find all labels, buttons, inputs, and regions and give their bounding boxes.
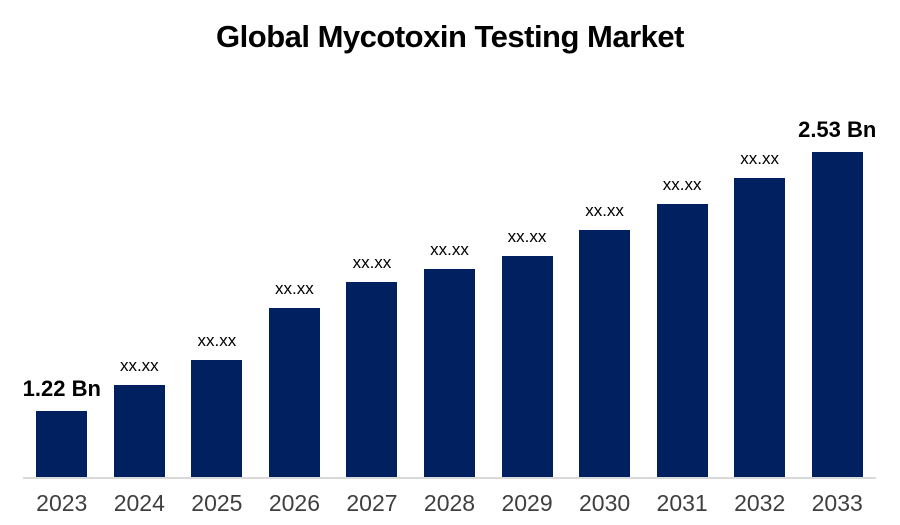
x-axis-label-2028: 2028 [423,490,476,516]
bar-2028 [424,269,475,477]
bar-2025 [191,360,243,477]
x-axis-label-2030: 2030 [578,490,631,516]
bar-2027 [346,282,398,477]
bar-value-label-2031: xx.xx [662,175,702,194]
x-axis-label-2029: 2029 [501,490,553,516]
bar-value-label-2027: xx.xx [352,253,392,272]
bar-2031 [656,204,708,477]
bar-value-label-2024: xx.xx [119,356,159,375]
bar-2033 [811,152,863,477]
x-axis-label-2027: 2027 [346,490,398,516]
bar-value-label-2030: xx.xx [585,201,624,220]
bar-2026 [268,308,320,477]
bar-2023 [36,411,88,477]
x-axis-label-2033: 2033 [811,490,863,516]
bar-value-label-2028: xx.xx [430,240,469,259]
x-axis-label-2023: 2023 [36,490,88,516]
x-axis-label-2025: 2025 [191,490,243,516]
bar-2032 [734,178,786,477]
x-axis-label-2026: 2026 [268,490,320,516]
bar-value-label-2032: xx.xx [740,149,780,168]
chart-title: Global Mycotoxin Testing Market [216,19,684,54]
bar-value-label-2023: 1.22 Bn [22,376,101,401]
bar-value-label-2026: xx.xx [275,279,314,298]
bar-2024 [113,385,165,477]
bar-value-label-2029: xx.xx [507,227,547,246]
bar-value-label-2033: 2.53 Bn [798,117,877,142]
x-axis-label-2031: 2031 [656,490,708,516]
bar-2029 [501,256,553,477]
bar-value-label-2025: xx.xx [197,331,237,350]
bar-2030 [579,230,631,477]
x-axis-label-2024: 2024 [113,490,165,516]
x-axis-line [23,477,876,479]
x-axis-label-2032: 2032 [734,490,786,516]
